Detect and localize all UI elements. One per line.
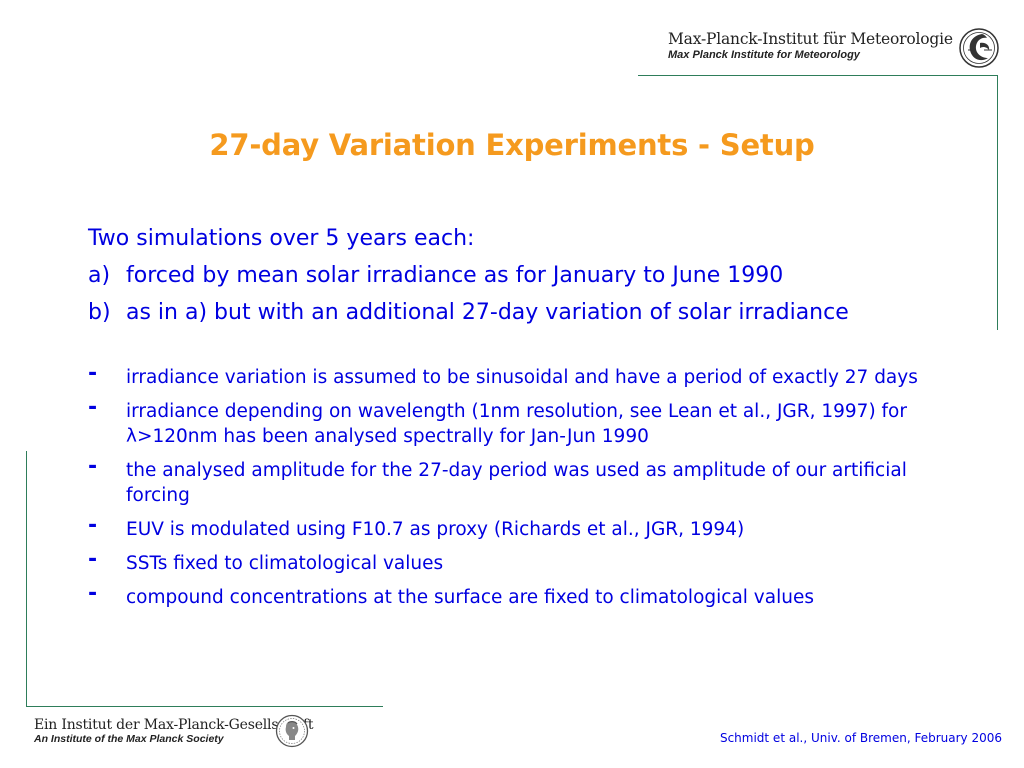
minerva-logo-icon <box>275 714 309 748</box>
bullet-item: - SSTs fixed to climatological values <box>88 547 968 576</box>
intro-item-marker: a) <box>88 263 111 288</box>
intro-item: b) as in a) but with an additional 27-day… <box>88 294 849 331</box>
society-name-de: Ein Institut der Max-Planck-Gesellschaft <box>34 717 314 733</box>
bullet-text: compound concentrations at the surface a… <box>126 587 814 608</box>
header-institute: Max-Planck-Institut für Meteorologie Max… <box>668 30 953 62</box>
intro-block: Two simulations over 5 years each: a) for… <box>88 220 849 331</box>
bullet-item: - EUV is modulated using F10.7 as proxy … <box>88 513 968 542</box>
bullet-dash: - <box>88 361 98 386</box>
intro-lead: Two simulations over 5 years each: <box>88 226 475 251</box>
bullet-text: SSTs fixed to climatological values <box>126 553 444 574</box>
institute-name-de: Max-Planck-Institut für Meteorologie <box>668 30 953 48</box>
intro-item: a) forced by mean solar irradiance as for… <box>88 257 849 294</box>
bullet-item: - compound concentrations at the surface… <box>88 581 968 610</box>
bullet-text: the analysed amplitude for the 27-day pe… <box>126 460 907 506</box>
bullet-text: irradiance depending on wavelength (1nm … <box>126 401 907 447</box>
institute-name-en: Max Planck Institute for Meteorology <box>668 49 860 61</box>
bullet-item: - the analysed amplitude for the 27-day … <box>88 454 968 508</box>
bullet-item: - irradiance depending on wavelength (1n… <box>88 395 968 449</box>
bullet-dash: - <box>88 581 98 606</box>
bullet-dash: - <box>88 513 98 538</box>
bullet-dash: - <box>88 395 98 420</box>
bullet-text: irradiance variation is assumed to be si… <box>126 367 918 388</box>
bullet-dash: - <box>88 547 98 572</box>
intro-item-marker: b) <box>88 300 111 325</box>
bullet-list: - irradiance variation is assumed to be … <box>88 361 968 619</box>
credit-line: Schmidt et al., Univ. of Bremen, Februar… <box>719 731 1002 745</box>
frame-line-right <box>997 75 998 330</box>
intro-item-text: as in a) but with an additional 27-day v… <box>126 300 849 325</box>
society-name-en: An Institute of the Max Planck Society <box>34 733 224 745</box>
bullet-item: - irradiance variation is assumed to be … <box>88 361 968 390</box>
frame-line-top <box>638 75 998 76</box>
bullet-dash: - <box>88 454 98 479</box>
bullet-text: EUV is modulated using F10.7 as proxy (R… <box>126 519 745 540</box>
intro-item-text: forced by mean solar irradiance as for J… <box>126 263 784 288</box>
slide-title: 27-day Variation Experiments - Setup <box>209 128 815 162</box>
footer-society: Ein Institut der Max-Planck-Gesellschaft… <box>34 717 314 746</box>
frame-line-left <box>26 451 27 707</box>
mpi-meteorology-logo-icon <box>959 28 999 68</box>
frame-line-bottom <box>26 706 383 707</box>
